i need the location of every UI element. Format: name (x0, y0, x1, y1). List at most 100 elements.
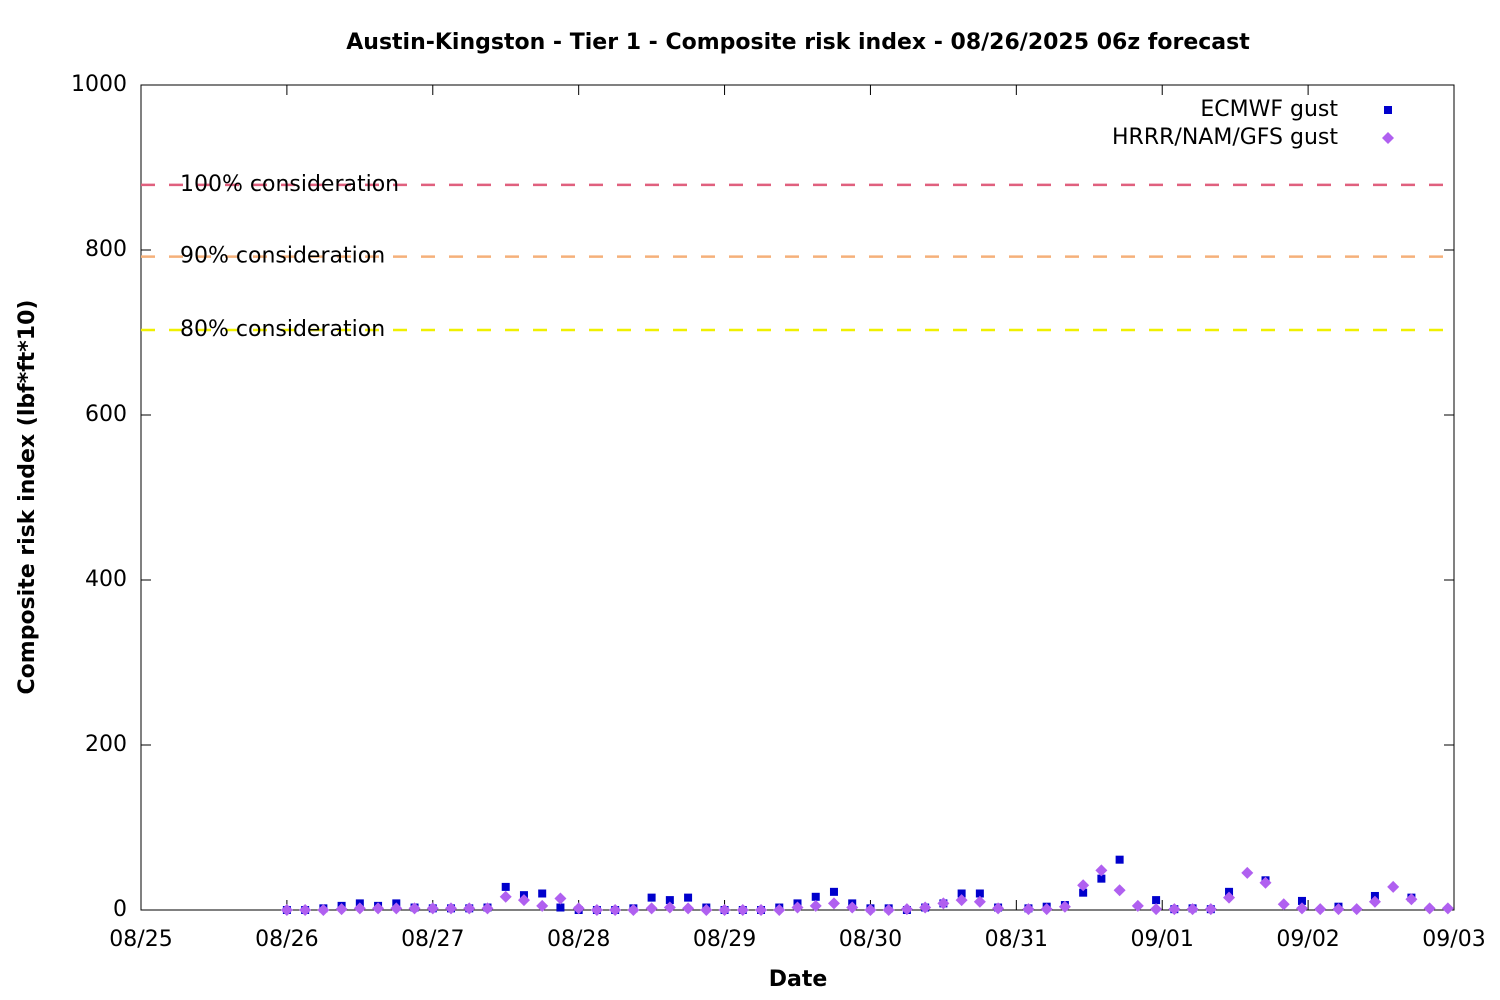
point (1241, 866, 1254, 879)
point (937, 897, 950, 910)
point (645, 902, 658, 915)
point (975, 889, 984, 898)
point (1277, 898, 1290, 911)
point (682, 902, 695, 915)
point (1314, 903, 1327, 916)
point (736, 904, 749, 916)
point (684, 893, 693, 902)
y-tick-label: 800 (85, 237, 127, 262)
x-tick-label: 09/03 (1422, 927, 1485, 952)
point (992, 902, 1005, 915)
point (1152, 896, 1161, 905)
point (1297, 896, 1306, 905)
chart-title: Austin-Kingston - Tier 1 - Composite ris… (346, 30, 1250, 55)
point (1079, 888, 1088, 897)
x-axis-label: Date (769, 967, 828, 992)
y-tick-label: 200 (85, 732, 127, 757)
point (1368, 895, 1381, 908)
point (900, 903, 913, 916)
point (536, 899, 549, 912)
point (372, 902, 385, 915)
y-tick-label: 600 (85, 402, 127, 427)
x-tick-label: 08/25 (109, 927, 172, 952)
point (1405, 893, 1418, 906)
point (609, 904, 622, 916)
point (811, 892, 820, 901)
point (554, 892, 567, 905)
point (957, 889, 966, 898)
point (1186, 903, 1199, 916)
point (663, 901, 676, 914)
point (1423, 902, 1436, 915)
x-tick-label: 08/27 (401, 927, 464, 952)
legend-marker (1382, 132, 1394, 144)
point (1113, 884, 1126, 897)
point (408, 902, 421, 915)
x-tick-label: 08/26 (255, 927, 318, 952)
point (827, 897, 840, 910)
x-tick-label: 08/28 (547, 927, 610, 952)
point (1441, 902, 1454, 915)
y-axis-label: Composite risk index (lbf*ft*10) (15, 300, 40, 695)
point (499, 890, 512, 903)
point (755, 904, 768, 916)
point (1259, 876, 1272, 889)
x-tick-label: 08/31 (985, 927, 1048, 952)
point (829, 887, 838, 896)
point (1223, 891, 1236, 904)
legend-label: HRRR/NAM/GFS gust (1112, 125, 1338, 150)
point (1058, 900, 1071, 913)
point (280, 904, 293, 916)
x-tick-label: 09/01 (1131, 927, 1194, 952)
legend-marker (1384, 106, 1392, 114)
point (1040, 903, 1053, 916)
reference-label: 90% consideration (180, 244, 385, 269)
point (955, 894, 968, 907)
point (463, 902, 476, 915)
point (919, 901, 932, 914)
point (353, 902, 366, 915)
point (1095, 864, 1108, 877)
point (647, 893, 656, 902)
point (556, 903, 565, 912)
point (1387, 880, 1400, 893)
point (627, 904, 640, 916)
point (317, 904, 330, 916)
x-tick-label: 08/29 (693, 927, 756, 952)
x-tick-label: 08/30 (839, 927, 902, 952)
point (791, 901, 804, 914)
point (1350, 903, 1363, 916)
point (718, 904, 731, 916)
reference-label: 100% consideration (180, 172, 399, 197)
point (299, 904, 312, 916)
point (445, 902, 458, 915)
point (1295, 902, 1308, 915)
x-tick-label: 09/02 (1276, 927, 1339, 952)
point (846, 901, 859, 914)
y-tick-label: 400 (85, 567, 127, 592)
point (700, 904, 713, 916)
point (864, 904, 877, 916)
point (538, 889, 547, 898)
legend-label: ECMWF gust (1200, 97, 1338, 122)
point (1115, 855, 1124, 864)
point (973, 895, 986, 908)
point (517, 894, 530, 907)
point (572, 902, 585, 915)
point (481, 902, 494, 915)
y-tick-label: 0 (113, 897, 127, 922)
point (1097, 874, 1106, 883)
point (335, 903, 348, 916)
point (773, 904, 786, 916)
point (1131, 899, 1144, 912)
point (882, 904, 895, 916)
point (426, 902, 439, 915)
point (1168, 903, 1181, 916)
point (1332, 903, 1345, 916)
point (665, 896, 674, 905)
point (590, 904, 603, 916)
point (1204, 903, 1217, 916)
point (809, 899, 822, 912)
